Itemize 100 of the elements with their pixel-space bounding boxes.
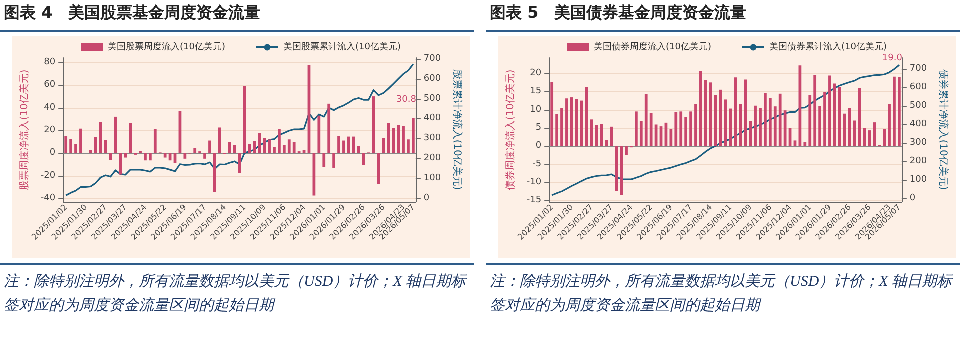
bar [684, 117, 688, 146]
y-tick-label: 40 [44, 102, 56, 113]
y-axis-title: 债券周度净流入(10亿美元) [504, 70, 516, 190]
bar [833, 84, 836, 146]
bar [109, 153, 112, 160]
bar [273, 147, 276, 154]
y2-tick-label: 0 [910, 193, 916, 204]
y-tick-label: 20 [44, 126, 56, 136]
chart-title: 图表 4 美国股票基金周度资金流量 [4, 3, 261, 24]
bar [674, 112, 678, 146]
bar [625, 146, 628, 156]
bar [620, 146, 623, 196]
bar [868, 130, 872, 146]
bar [843, 114, 846, 146]
bar [749, 121, 752, 146]
bar [640, 121, 643, 146]
bar [208, 140, 212, 154]
y2-axis-title: 债券累计净流入(10亿美元) [938, 70, 950, 190]
bar [288, 140, 291, 154]
y-tick-label: 15 [530, 86, 542, 97]
bar [338, 136, 340, 154]
bar [99, 122, 102, 154]
bar [119, 153, 122, 175]
y-tick-label: 80 [44, 58, 56, 68]
legend-label: 美国债券周度流入(10亿美元) [594, 42, 712, 52]
data-label: 19.0 [882, 54, 903, 64]
bar [387, 123, 390, 154]
bar [70, 139, 72, 154]
bar [407, 140, 410, 154]
bar [575, 98, 578, 146]
bar [883, 129, 886, 146]
legend-label: 美国股票累计流入(10亿美元) [284, 42, 401, 52]
bar [328, 104, 331, 154]
bar [214, 153, 216, 192]
bar [700, 71, 702, 146]
y2-tick-label: 400 [910, 120, 928, 130]
bar [382, 138, 386, 154]
bar [550, 82, 554, 146]
bar [332, 153, 336, 168]
bar [184, 153, 187, 159]
bar [644, 94, 648, 146]
bar [318, 116, 321, 154]
y2-tick-label: 300 [910, 138, 928, 148]
bar [585, 87, 588, 146]
bar [362, 153, 366, 166]
y2-tick-label: 600 [424, 74, 442, 84]
bar [144, 153, 147, 161]
bar [282, 145, 286, 154]
chart-title: 图表 5 美国债券基金周度资金流量 [490, 3, 747, 24]
bar [690, 112, 692, 146]
y2-tick-label: 200 [910, 156, 928, 166]
line-series [65, 64, 414, 196]
y-tick-label: 5 [536, 123, 542, 134]
y2-tick-label: 100 [424, 174, 442, 184]
bar [774, 106, 777, 146]
y2-tick-label: 200 [424, 154, 442, 164]
bar [228, 142, 232, 154]
bar [759, 108, 762, 146]
y-tick-label: -20 [40, 170, 56, 181]
y2-tick-label: 500 [424, 94, 442, 104]
bar [828, 76, 832, 146]
bar [570, 98, 574, 146]
bar [635, 112, 638, 146]
bar [804, 142, 807, 146]
bar [89, 150, 92, 154]
y2-tick-label: 400 [424, 114, 442, 124]
bar [263, 138, 266, 154]
legend-label: 美国股票周度流入(10亿美元) [108, 42, 226, 52]
bar [709, 82, 712, 146]
bar [402, 126, 405, 154]
bar [838, 87, 842, 146]
bar [814, 75, 817, 146]
bar [650, 113, 653, 146]
bar [322, 153, 326, 168]
bar [74, 144, 78, 154]
bar [754, 106, 757, 146]
bar [94, 137, 98, 154]
y2-tick-label: 700 [910, 64, 928, 74]
bar [615, 146, 618, 192]
y-tick-label: 0 [536, 141, 542, 152]
bar [397, 125, 400, 154]
bar [824, 92, 826, 146]
bar [610, 126, 614, 146]
bar [204, 153, 206, 159]
y2-tick-label: 300 [424, 134, 442, 144]
bar [580, 100, 584, 146]
text: 注：除特别注明外，所有流量数据均以美元（USD）计价；X 轴日期标签对应的为周度资金流量区间的起始日期 [490, 272, 954, 316]
y-tick-label: -5 [532, 159, 542, 170]
bar [342, 140, 346, 154]
bar [124, 153, 128, 158]
y2-tick-label: 0 [424, 193, 430, 204]
y2-tick-label: 100 [910, 174, 928, 185]
bar [174, 153, 177, 164]
y2-tick-label: 700 [424, 54, 442, 64]
y-tick-label: -40 [40, 194, 56, 204]
bar [768, 98, 772, 146]
bar [778, 94, 782, 146]
bar [556, 114, 558, 146]
bar [893, 76, 896, 146]
bar [248, 144, 252, 154]
